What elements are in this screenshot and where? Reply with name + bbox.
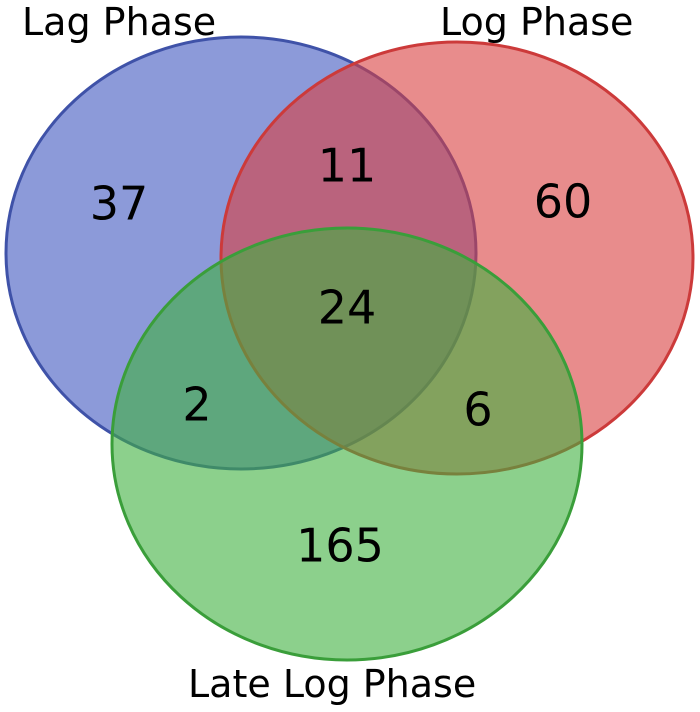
log-late-count: 6 bbox=[463, 383, 492, 437]
lag-log-count: 11 bbox=[318, 139, 377, 193]
log-only-count: 60 bbox=[534, 175, 593, 229]
lag-only-count: 37 bbox=[90, 177, 149, 231]
lag-late-count: 2 bbox=[182, 378, 211, 432]
late-only-count: 165 bbox=[296, 519, 384, 573]
late-log-phase-label: Late Log Phase bbox=[188, 662, 476, 706]
lag-phase-label: Lag Phase bbox=[22, 0, 216, 44]
all-sets-count: 24 bbox=[318, 281, 377, 335]
late-log-phase-set bbox=[110, 226, 584, 662]
log-phase-label: Log Phase bbox=[440, 0, 633, 44]
